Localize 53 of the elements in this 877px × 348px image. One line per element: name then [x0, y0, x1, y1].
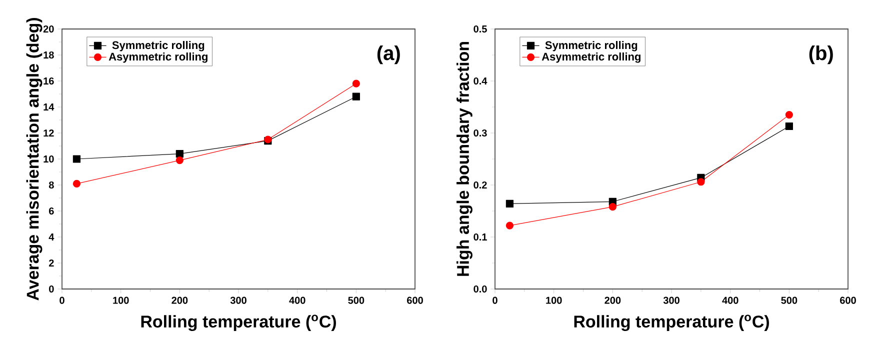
x-tick-label: 200 [172, 296, 188, 304]
point [352, 80, 360, 88]
x-tick-label: 100 [546, 296, 562, 304]
x-tick-label: 400 [289, 296, 306, 304]
legend-label: Asymmetric rolling [108, 52, 208, 63]
y-tick-label: 6 [49, 207, 54, 215]
x-tick-label: 200 [604, 296, 621, 304]
x-tick-label: 100 [113, 296, 129, 304]
y-tick-label: 16 [44, 77, 54, 85]
x-tick-label: 600 [840, 296, 856, 304]
x-tick-label: 400 [722, 296, 738, 304]
x-tick-label: 600 [407, 296, 423, 304]
x-tick-label: 500 [781, 296, 798, 304]
y-tick-label: 14 [44, 104, 54, 110]
x-tick-label: 300 [230, 296, 246, 304]
x-tick-label: 500 [348, 296, 364, 304]
y-tick-label: 8 [48, 181, 54, 189]
legend-label: Symmetric rolling [112, 41, 204, 52]
y-tick-label: 0.2 [474, 181, 487, 189]
y-tick-label: 10 [44, 155, 54, 163]
y-tick-label: 0.3 [474, 129, 487, 137]
point [785, 122, 793, 130]
point [506, 222, 514, 230]
point [72, 155, 81, 163]
y-tick-label: 20 [43, 25, 54, 33]
x-tick-label: 300 [663, 296, 680, 304]
x-axis-title: Rolling temperature ($^{o}$C) [141, 314, 336, 332]
y-tick-label: 0.0 [474, 285, 487, 293]
legend-label: Asymmetric rolling [542, 52, 640, 63]
point [176, 156, 184, 164]
y-tick-label: 0 [49, 285, 54, 293]
annotation: (b) [809, 46, 833, 64]
point [785, 111, 793, 119]
annotation: (a) [377, 46, 400, 64]
y-tick-label: 0.1 [474, 233, 487, 241]
point [697, 178, 705, 186]
y-tick-label: 2 [48, 260, 54, 266]
y-tick-label: 0.5 [474, 25, 487, 33]
y-axis-title: Average misorientation angle (deg) [26, 18, 42, 300]
x-tick-label: 0 [492, 296, 498, 304]
point [608, 203, 616, 211]
x-tick-label: 0 [60, 296, 64, 304]
point [176, 150, 184, 158]
y-tick-label: 4 [48, 234, 54, 240]
y-tick-label: 0.4 [474, 77, 488, 85]
y-tick-label: 12 [44, 130, 54, 136]
point [352, 92, 360, 100]
x-axis-title: Rolling temperature ($^{o}$C) [574, 314, 769, 332]
point [72, 180, 81, 188]
y-tick-label: 18 [44, 51, 54, 59]
y-axis-title: High angle boundary fraction [456, 42, 472, 276]
legend-label: Symmetric rolling [545, 41, 638, 52]
point [506, 200, 514, 208]
